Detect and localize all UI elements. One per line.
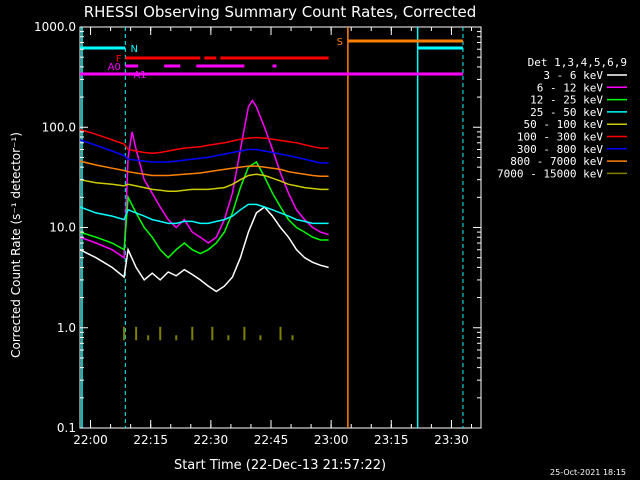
y-tick-label: 1000.0	[34, 20, 76, 34]
footer-timestamp: 25-Oct-2021 18:15	[550, 468, 626, 477]
x-tick-label: 23:00	[314, 433, 349, 447]
annotation-label-a0: A0	[108, 62, 121, 73]
series-line-5	[79, 128, 329, 155]
x-tick-label: 23:30	[434, 433, 469, 447]
series-line-7	[79, 160, 329, 177]
y-axis-label: Corrected Count Rate (s⁻¹ detector⁻¹)	[9, 132, 23, 358]
y-tick-label: 1.0	[57, 321, 76, 335]
x-axis-label: Start Time (22-Dec-13 21:57:22)	[174, 458, 386, 473]
series-line-2	[79, 160, 329, 259]
series-line-1	[79, 99, 329, 260]
x-tick-label: 23:15	[374, 433, 409, 447]
series-line-0	[79, 205, 329, 293]
legend-label-3: 25 - 50 keV	[530, 106, 603, 119]
legend-label-5: 100 - 300 keV	[517, 131, 603, 144]
x-tick-label: 22:00	[73, 433, 108, 447]
series-line-3	[79, 203, 329, 225]
y-tick-label: 100.0	[42, 120, 76, 134]
legend-label-1: 6 - 12 keV	[537, 81, 604, 94]
legend-label-7: 800 - 7000 keV	[510, 155, 603, 168]
annotation-label-a1: A1	[133, 70, 146, 81]
legend-label-2: 12 - 25 keV	[530, 94, 603, 107]
legend-label-0: 3 - 6 keV	[543, 69, 603, 82]
annotation-label-saa: S	[337, 37, 343, 48]
x-tick-label: 22:30	[194, 433, 229, 447]
axis-ticks: 22:00 22:15 22:30 22:45 23:00 23:15 23:30 0.1 1.…	[34, 20, 481, 447]
annotation-label-night: N	[131, 44, 138, 55]
legend-label-8: 7000 - 15000 keV	[497, 167, 603, 180]
annotation-label-flare: F	[116, 54, 122, 65]
legend-title: Det 1,3,4,5,6,9	[528, 56, 627, 69]
legend-label-6: 300 - 800 keV	[517, 143, 603, 156]
chart-title: RHESSI Observing Summary Count Rates, Co…	[84, 3, 477, 21]
series-line-4	[79, 173, 329, 192]
x-tick-label: 22:45	[254, 433, 289, 447]
y-tick-label: 10.0	[49, 221, 76, 235]
x-tick-label: 22:15	[133, 433, 168, 447]
series-line-6	[79, 139, 329, 164]
series-layer	[79, 99, 329, 341]
legend-label-4: 50 - 100 keV	[524, 118, 604, 131]
y-tick-label: 0.1	[57, 421, 76, 435]
